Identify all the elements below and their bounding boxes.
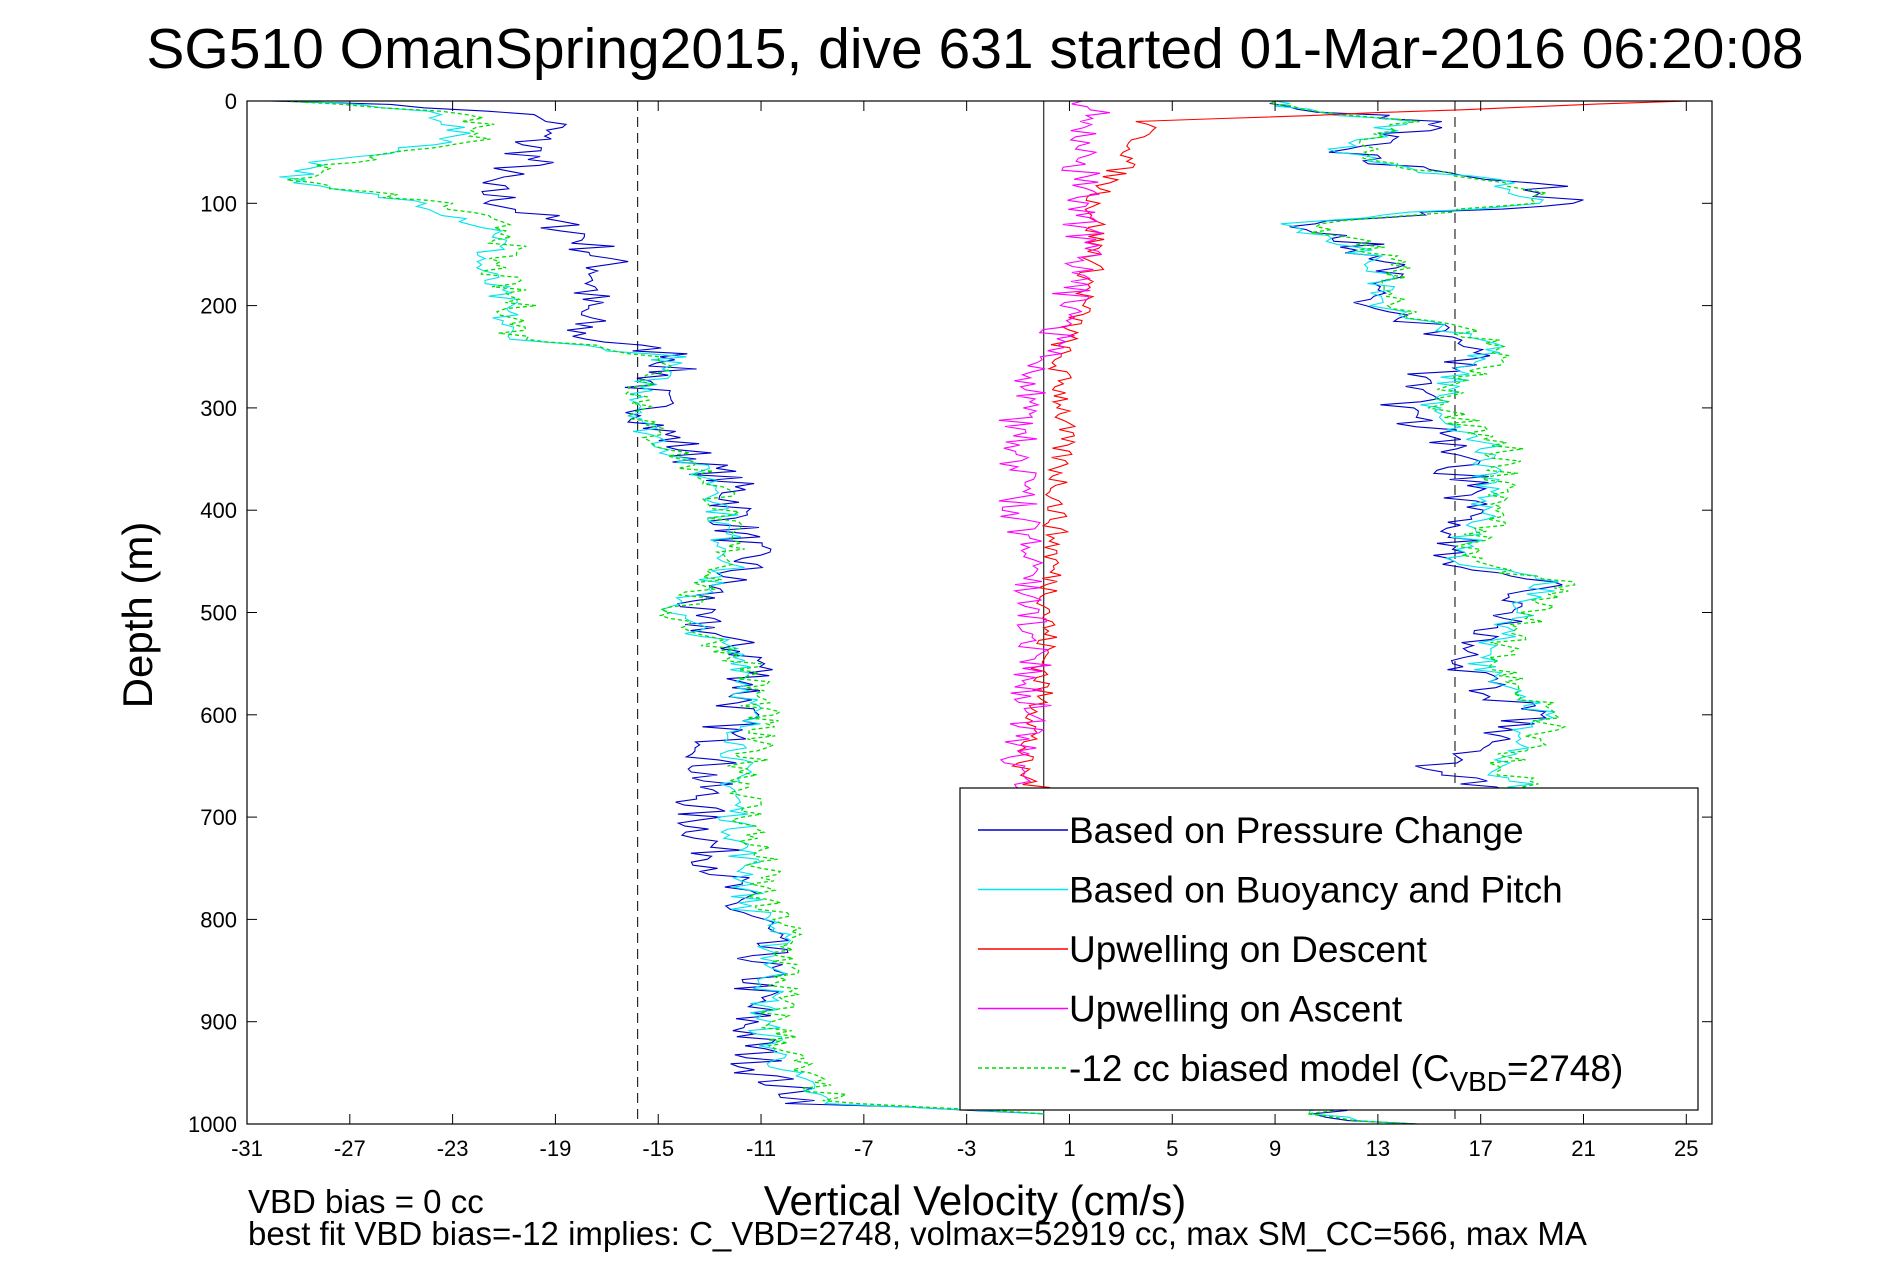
series-upwelling-on-ascent-ascent (998, 101, 1110, 797)
x-tick-label: 17 (1468, 1136, 1492, 1161)
legend-label: Based on Buoyancy and Pitch (1069, 870, 1563, 911)
y-tick-label: 100 (200, 191, 237, 216)
y-tick-label: 0 (225, 89, 237, 114)
y-axis-label: Depth (m) (114, 522, 161, 709)
legend-label: -12 cc biased model (CVBD=2748) (1069, 1048, 1623, 1097)
x-tick-label: 25 (1674, 1136, 1698, 1161)
x-tick-label: 5 (1166, 1136, 1178, 1161)
series-12-cc-biased-model-c-vbd-2748-ascent (1268, 101, 1580, 1124)
y-tick-label: 1000 (188, 1112, 237, 1137)
legend-label: Based on Pressure Change (1069, 810, 1524, 851)
chart-title: SG510 OmanSpring2015, dive 631 started 0… (146, 17, 1803, 81)
x-axis-label: Vertical Velocity (cm/s) (764, 1177, 1186, 1224)
x-tick-label: 21 (1571, 1136, 1595, 1161)
legend: Based on Pressure Change Based on Buoyanc… (959, 787, 1699, 1111)
y-tick-label: 500 (200, 601, 237, 626)
y-tick-label: 800 (200, 907, 237, 932)
x-tick-label: -31 (231, 1136, 263, 1161)
legend-label-subscript: VBD (1449, 1066, 1507, 1097)
footer-line-1: VBD bias = 0 cc (248, 1183, 484, 1220)
y-tick-label: 900 (200, 1010, 237, 1035)
legend-label: Upwelling on Descent (1069, 929, 1428, 970)
x-tick-label: -7 (854, 1136, 874, 1161)
axes: -31 -27 -23 -19 -15 -11 -7 -3 1 5 9 13 17 21 250100200… (188, 89, 1713, 1161)
x-tick-label: 13 (1366, 1136, 1390, 1161)
series-based-on-pressure-change-descent (270, 101, 1044, 1115)
x-tick-label: -19 (540, 1136, 572, 1161)
x-tick-label: 1 (1063, 1136, 1075, 1161)
x-tick-label: -3 (957, 1136, 977, 1161)
legend-box (959, 787, 1699, 1111)
x-tick-label: -11 (746, 1136, 776, 1161)
legend-label: Upwelling on Ascent (1069, 989, 1403, 1030)
x-tick-label: -15 (642, 1136, 674, 1161)
footer-line-2: best fit VBD bias=-12 implies: C_VBD=274… (248, 1215, 1587, 1252)
y-tick-label: 600 (200, 703, 237, 728)
legend-label-main: -12 cc biased model (C (1069, 1048, 1449, 1089)
y-tick-label: 400 (200, 498, 237, 523)
y-tick-label: 300 (200, 396, 237, 421)
y-tick-label: 200 (200, 294, 237, 319)
x-tick-label: -27 (334, 1136, 366, 1161)
series-upwelling-on-descent-descent (1010, 101, 1690, 798)
y-tick-label: 700 (200, 805, 237, 830)
x-tick-label: 9 (1269, 1136, 1281, 1161)
x-tick-label: -23 (437, 1136, 469, 1161)
series-12-cc-biased-model-c-vbd-2748-descent (283, 101, 1044, 1115)
legend-label-tail: =2748) (1507, 1048, 1623, 1089)
